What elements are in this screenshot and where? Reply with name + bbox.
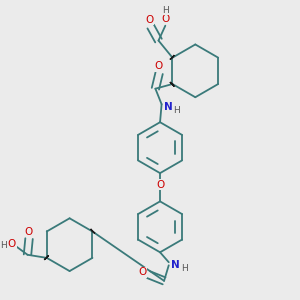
Text: O: O [145,15,153,25]
Text: H: H [162,6,169,15]
Text: N: N [171,260,180,270]
Text: O: O [161,14,170,23]
Text: O: O [24,227,33,237]
Text: O: O [156,180,164,190]
Text: O: O [154,61,162,71]
Text: O: O [8,238,16,249]
Polygon shape [170,55,174,59]
Text: H: H [173,106,180,115]
Text: O: O [138,267,146,277]
Polygon shape [44,255,49,260]
Polygon shape [91,229,95,233]
Text: H: H [1,241,7,250]
Polygon shape [170,82,174,86]
Text: N: N [164,102,173,112]
Text: H: H [181,264,188,273]
